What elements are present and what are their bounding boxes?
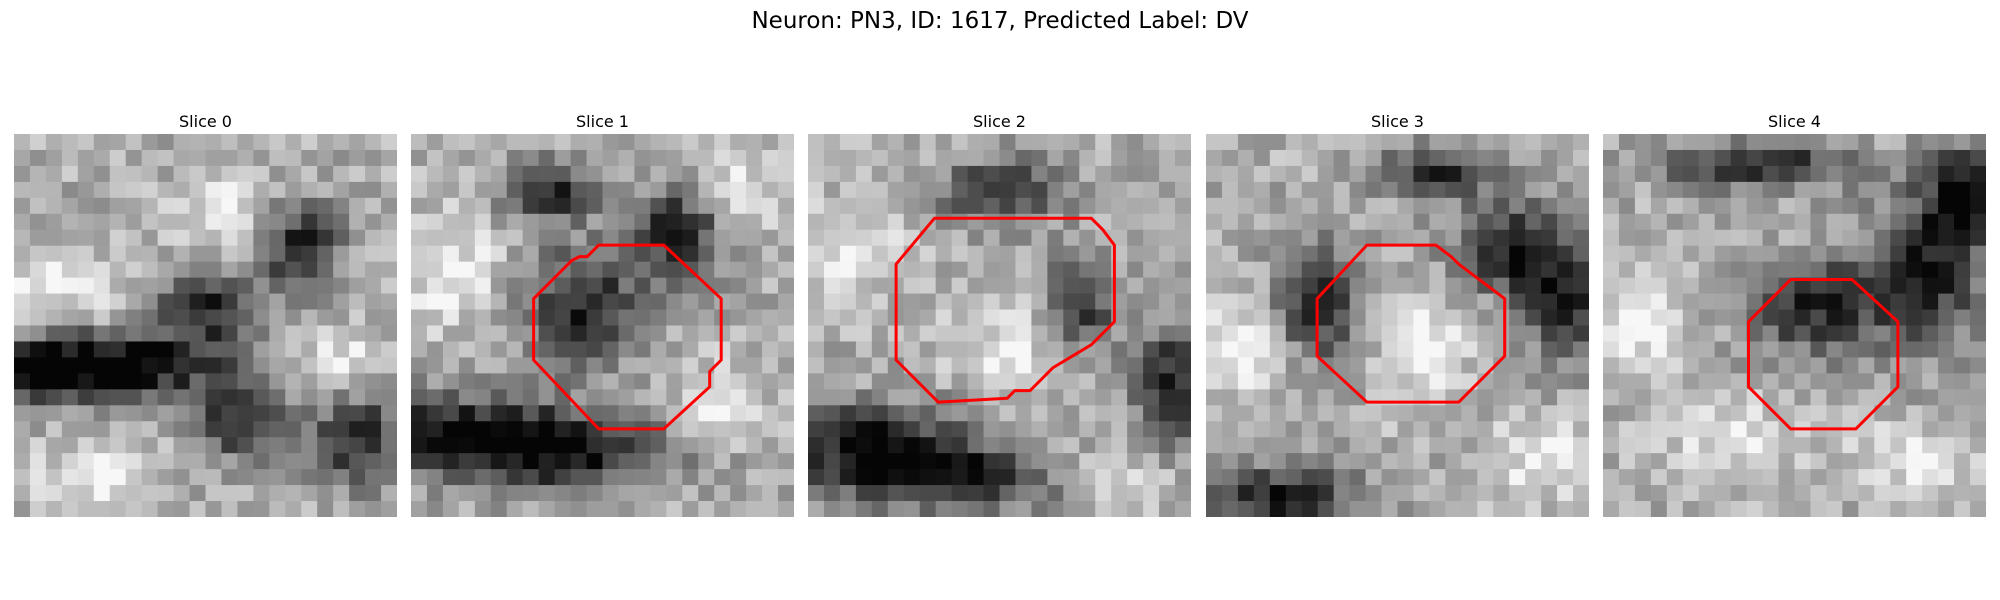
slice-title: Slice 2 — [973, 112, 1026, 131]
neuron-contour — [894, 216, 1116, 404]
neuron-contour — [1747, 278, 1900, 431]
slice-image — [1206, 134, 1589, 517]
slice-panel-4: Slice 4 — [1603, 110, 1986, 517]
slice-panel-2: Slice 2 — [808, 110, 1191, 517]
slice-title: Slice 4 — [1768, 112, 1821, 131]
neuron-contour — [532, 243, 723, 431]
figure-title: Neuron: PN3, ID: 1617, Predicted Label: … — [751, 8, 1249, 34]
slice-panel-0: Slice 0 — [14, 110, 397, 517]
slice-image — [808, 134, 1191, 517]
neuron-contour — [1315, 243, 1507, 404]
slice-image — [1603, 134, 1986, 517]
slice-image — [14, 134, 397, 517]
slice-title: Slice 3 — [1371, 112, 1424, 131]
slice-panel-3: Slice 3 — [1206, 110, 1589, 517]
slice-panel-1: Slice 1 — [411, 110, 794, 517]
slice-title: Slice 1 — [576, 112, 629, 131]
slice-image — [411, 134, 794, 517]
slice-title: Slice 0 — [179, 112, 232, 131]
